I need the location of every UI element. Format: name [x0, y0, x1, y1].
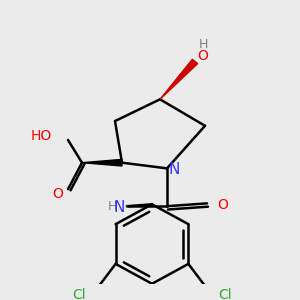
Text: Cl: Cl: [72, 288, 86, 300]
Text: H: H: [108, 200, 117, 213]
Text: HO: HO: [31, 129, 52, 143]
Text: O: O: [197, 49, 208, 63]
Text: N: N: [114, 200, 125, 214]
Text: Cl: Cl: [218, 288, 232, 300]
Text: H: H: [199, 38, 208, 51]
Text: O: O: [217, 198, 228, 212]
Text: N: N: [169, 162, 180, 177]
Polygon shape: [82, 159, 122, 166]
Polygon shape: [160, 59, 198, 99]
Text: O: O: [52, 187, 63, 201]
